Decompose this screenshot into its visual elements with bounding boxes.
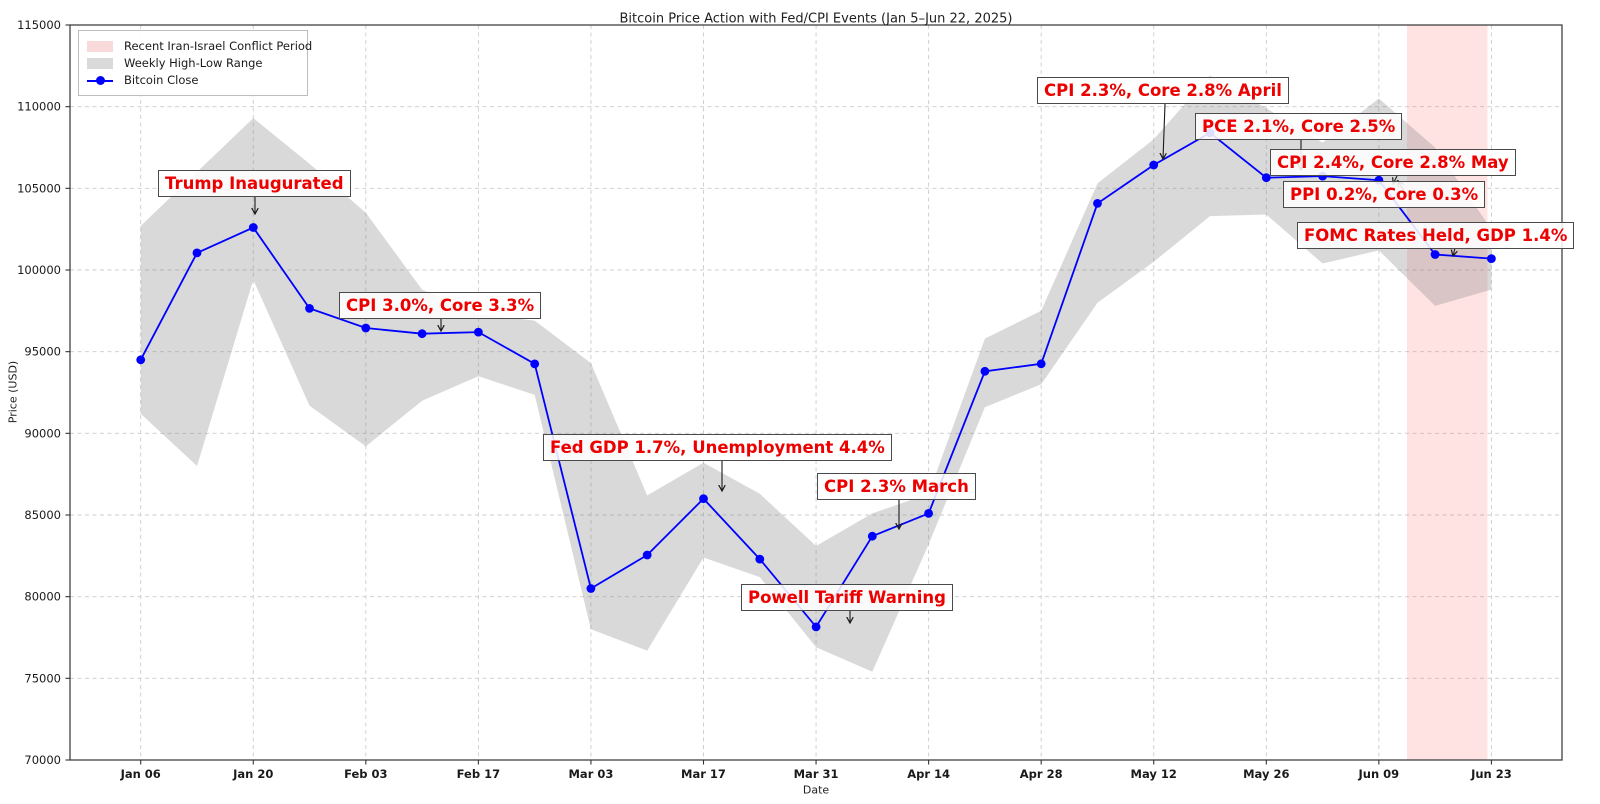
legend-item-label: Weekly High-Low Range <box>124 56 263 70</box>
bitcoin-close-marker <box>586 584 596 593</box>
bitcoin-close-marker <box>1036 359 1046 369</box>
y-axis-label: Price (USD) <box>6 360 20 424</box>
bitcoin-close-marker <box>1487 254 1496 263</box>
annotation-label: PCE 2.1%, Core 2.5% <box>1195 113 1403 140</box>
bitcoin-close-marker <box>1430 250 1440 259</box>
x-tick-label: Feb 03 <box>344 767 387 781</box>
y-tick-label: 105000 <box>17 181 61 195</box>
y-tick-label: 110000 <box>17 100 61 114</box>
x-tick-label: Jan 20 <box>232 767 273 781</box>
y-tick-label: 90000 <box>24 426 61 440</box>
x-axis-label: Date <box>802 783 830 797</box>
annotation-label: PPI 0.2%, Core 0.3% <box>1283 181 1486 208</box>
annotation-label: Fed GDP 1.7%, Unemployment 4.4% <box>543 434 892 461</box>
y-tick-label: 70000 <box>24 753 61 767</box>
x-tick-label: May 26 <box>1243 767 1289 781</box>
bitcoin-close-marker <box>1261 173 1271 183</box>
bitcoin-close-marker <box>361 323 371 333</box>
annotation-label: Powell Tariff Warning <box>741 584 953 611</box>
y-tick-label: 80000 <box>24 590 61 604</box>
x-tick-label: Apr 28 <box>1020 767 1063 781</box>
annotation-arrow <box>1163 103 1165 159</box>
y-tick-label: 115000 <box>17 18 61 32</box>
conflict-period-band <box>1407 25 1488 760</box>
bitcoin-close-marker <box>305 304 314 313</box>
bitcoin-close-marker <box>1093 199 1102 208</box>
legend-item-label: Recent Iran-Israel Conflict Period <box>124 39 313 53</box>
x-tick-label: Mar 17 <box>681 767 726 781</box>
annotation-label: FOMC Rates Held, GDP 1.4% <box>1297 222 1575 249</box>
line-marker-swatch-icon <box>87 75 113 86</box>
annotation-label: CPI 3.0%, Core 3.3% <box>339 292 542 319</box>
chart-title: Bitcoin Price Action with Fed/CPI Events… <box>619 11 1013 27</box>
bitcoin-close-marker <box>980 366 990 376</box>
x-tick-label: Jun 09 <box>1358 767 1400 781</box>
y-tick-label: 85000 <box>24 508 61 522</box>
legend-item-bitcoin-close: Bitcoin Close <box>87 72 299 88</box>
annotation-arrow <box>1453 247 1455 256</box>
bitcoin-close-marker <box>417 329 427 339</box>
bitcoin-close-marker <box>867 531 877 541</box>
bitcoin-close-marker <box>248 223 258 232</box>
x-tick-label: Jun 23 <box>1470 767 1512 781</box>
y-tick-label: 95000 <box>24 345 61 359</box>
bitcoin-close-marker <box>192 248 202 258</box>
bitcoin-close-marker <box>474 327 483 337</box>
legend: Recent Iran-Israel Conflict Period Weekl… <box>78 30 312 96</box>
range-band-swatch-icon <box>87 57 113 69</box>
bitcoin-close-marker <box>811 622 821 632</box>
x-tick-label: Mar 03 <box>568 767 613 781</box>
x-tick-label: Jan 06 <box>120 767 161 781</box>
bitcoin-close-marker <box>530 359 540 369</box>
annotation-label: CPI 2.4%, Core 2.8% May <box>1270 149 1516 176</box>
y-tick-label: 75000 <box>24 671 61 685</box>
legend-item-conflict-period: Recent Iran-Israel Conflict Period <box>87 38 312 54</box>
bitcoin-close-marker <box>755 554 765 564</box>
annotation-label: CPI 2.3%, Core 2.8% April <box>1037 77 1289 104</box>
x-tick-label: Feb 17 <box>457 767 500 781</box>
bitcoin-close-marker <box>924 509 933 518</box>
legend-item-high-low-range: Weekly High-Low Range <box>87 55 299 71</box>
y-tick-label: 100000 <box>17 263 61 277</box>
bitcoin-close-marker <box>136 355 146 365</box>
annotation-label: Trump Inaugurated <box>158 170 351 197</box>
legend-item-label: Bitcoin Close <box>124 73 199 87</box>
annotation-label: CPI 2.3% March <box>817 473 976 500</box>
bitcoin-close-marker <box>642 550 652 560</box>
x-tick-label: Mar 31 <box>794 767 839 781</box>
x-tick-label: Apr 14 <box>907 767 950 781</box>
bitcoin-close-marker <box>1149 160 1159 170</box>
weekly-high-low-band <box>140 75 1492 672</box>
bitcoin-close-marker <box>699 494 708 504</box>
conflict-band-swatch-icon <box>87 40 113 52</box>
x-tick-label: May 12 <box>1131 767 1177 781</box>
